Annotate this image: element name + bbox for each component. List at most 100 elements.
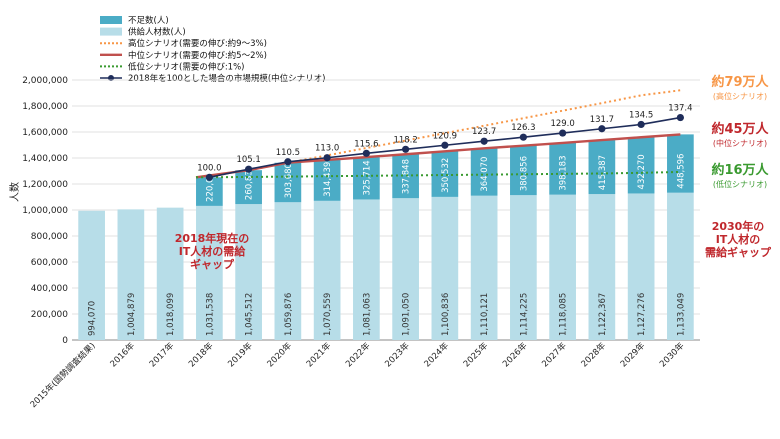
shortage-value-label: 398,183 [559,155,569,190]
supply-value-label: 1,081,063 [362,293,372,336]
supply-bar [667,192,694,340]
x-tick-label: 2018年 [186,340,215,369]
shortage-value-label: 364,070 [480,157,490,192]
supply-value-label: 1,091,050 [402,293,412,336]
x-tick-label: 2019年 [226,340,255,369]
shortage-value-label: 260,835 [245,165,255,200]
market-index-point [441,141,449,149]
x-tick-label: 2017年 [147,340,176,369]
supply-bar [78,210,105,340]
market-index-point [637,120,645,129]
shortage-bar [313,159,341,201]
market-index-point [205,173,213,181]
y-tick-label: 800,000 [31,232,68,242]
legend-label: 高位シナリオ(需要の伸び:約9～3%) [128,38,267,49]
scenario-callout-label: (低位シナリオ) [713,179,767,189]
supply-value-label: 1,070,559 [323,293,333,336]
market-index-label: 115.6 [354,139,378,149]
shortage-bar [196,177,223,206]
annotations: 約79万人(高位シナリオ) 約45万人(中位シナリオ) 約16万人(低位シナリオ) 2… [175,74,772,271]
y-tick-label: 1,800,000 [22,102,68,112]
x-tick-label: 2020年 [265,340,294,369]
supply-value-label: 1,059,876 [284,293,294,336]
shortage-value-label: 350,532 [441,158,451,193]
x-tick-label: 2029年 [618,340,647,369]
supply-value-label: 1,118,085 [559,293,569,336]
y-tick-label: 1,400,000 [22,154,68,164]
market-index-label: 131.7 [590,115,614,125]
y-tick-label: 1,000,000 [22,206,68,216]
shortage-value-label: 303,680 [284,163,294,198]
bars: 994,070 1,004,879 1,018,099 1,031,538 220,00… [78,134,694,340]
legend-swatch [100,16,122,24]
shortage-value-label: 325,714 [362,160,372,195]
y-tick-label: 400,000 [31,284,68,294]
shortage-value-label: 337,848 [402,159,412,194]
x-tick-label: 2021年 [304,340,333,369]
shortage-bar [470,148,498,196]
gap-2030-callout: 2030年の [712,219,765,233]
market-index-point [598,125,606,133]
supply-bar [235,204,262,340]
gap-2030-callout: IT人材の [716,232,761,246]
shortage-value-label: 220,000 [205,167,215,202]
shortage-bar [588,140,616,195]
supply-bar [156,207,184,340]
supply-value-label: 1,133,049 [676,293,686,336]
gap-2018-callout: IT人材の需給 [179,244,247,258]
market-index-label: 134.5 [629,110,653,120]
supply-value-label: 1,127,276 [637,293,647,336]
shortage-bar [431,151,459,197]
y-tick-label: 2,000,000 [22,76,68,86]
y-tick-label: 1,600,000 [22,128,68,138]
supply-bar [431,196,459,340]
market-index-label: 137.4 [668,104,692,114]
scenario-callout-value: 約79万人 [711,74,769,90]
market-index-label: 105.1 [236,155,260,165]
x-tick-label: 2025年 [461,340,490,369]
market-index-label: 129.0 [550,119,574,129]
market-index-point [245,165,253,173]
supply-value-label: 1,045,512 [245,293,255,336]
supply-bar [117,209,145,340]
supply-bar [470,195,498,340]
scenario-lines: 100.0 105.1 110.5 113.0 115.6 118.2 120.9 123.7… [195,89,693,181]
shortage-bar [353,157,380,200]
x-axis-labels: 2015年(国勢調査結果) 2016年 2017年 2018年 2019年 2020年 20… [28,340,687,410]
legend: 不足数(人)供給人材数(人)高位シナリオ(需要の伸び:約9～3%)中位シナリオ(… [100,15,326,84]
supply-bar [510,195,537,340]
supply-value-label: 1,100,836 [441,293,451,336]
supply-value-label: 1,110,121 [480,293,490,336]
legend-label: 2018年を100とした場合の市場規模(中位シナリオ) [128,73,326,84]
market-index-label: 118.2 [393,135,417,145]
y-tick-label: 0 [62,336,68,346]
x-tick-label: 2030年 [657,340,686,369]
shortage-bar [235,170,262,205]
market-index-point [676,113,684,122]
supply-bar [392,198,419,340]
market-index-point [323,154,331,162]
x-tick-label: 2015年(国勢調査結果) [28,340,98,410]
supply-bar [196,205,223,340]
supply-value-label: 1,018,099 [166,293,176,336]
x-tick-label: 2026年 [500,340,529,369]
supply-bar [588,194,616,340]
low-scenario-line [196,170,681,179]
legend-label: 中位シナリオ(需要の伸び:約5～2%) [128,50,267,61]
y-axis-label: 人数 [8,182,21,202]
legend-swatch-marker [108,75,114,81]
market-index-point [402,145,410,153]
market-index-label: 113.0 [315,144,339,154]
supply-value-label: 1,114,225 [519,293,529,336]
scenario-callout-label: (高位シナリオ) [713,91,767,101]
gap-2030-callout: 需給ギャップ [705,245,772,259]
x-tick-label: 2023年 [383,340,412,369]
x-tick-label: 2022年 [343,340,372,369]
shortage-bar [667,134,694,193]
supply-value-label: 1,031,538 [205,293,215,336]
y-tick-label: 200,000 [31,310,68,320]
market-index-point [559,129,567,137]
market-index-label: 120.9 [433,131,457,141]
shortage-value-label: 448,596 [676,154,686,189]
